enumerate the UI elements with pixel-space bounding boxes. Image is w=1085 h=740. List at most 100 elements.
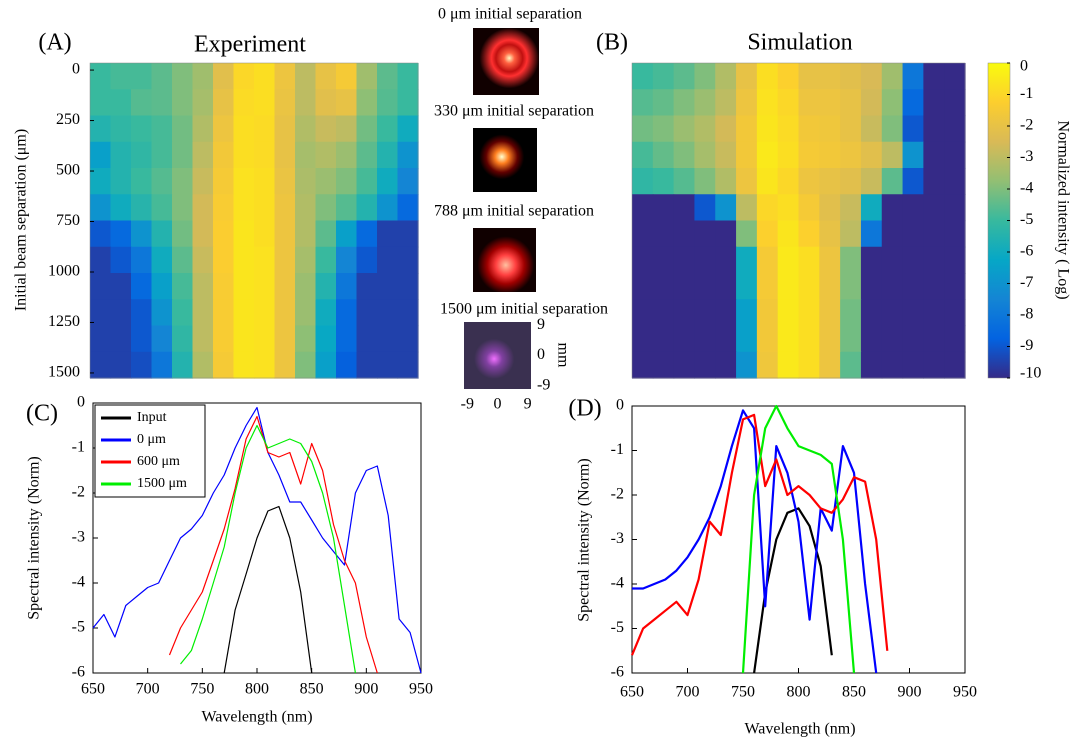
heatmap-cell [213,194,235,222]
heatmap-cell [110,141,132,169]
heatmap-cell [652,325,675,353]
heatmap-cell [860,141,883,169]
heatmap-cell [90,220,112,248]
colorbar-tick-label: -7 [1020,274,1033,291]
heatmap-cell [90,325,112,353]
heatmap-cell [254,325,276,353]
heatmap-cell [756,168,779,195]
chart-title: Simulation [747,30,852,56]
heatmap-cell [295,115,317,143]
heatmap-cell [819,115,841,143]
heatmap-cell [192,325,214,353]
heatmap-cell [151,168,173,195]
beam-caption: 788 μm initial separation [434,203,594,220]
heatmap-cell [377,351,399,379]
heatmap-cell [944,299,966,327]
heatmap-cell [756,299,779,327]
heatmap-cell [315,273,337,300]
series-line [632,409,878,674]
heatmap-cell [336,325,358,353]
heatmap-cell [254,246,276,274]
heatmap-cell [673,273,696,300]
heatmap-cell [315,141,337,169]
heatmap-cell [798,168,820,195]
heatmap-cell [151,141,173,169]
heatmap-cell [652,115,675,143]
heatmap-cell [110,63,132,90]
colorbar-tick-label: -1 [1020,85,1033,102]
heatmap-cell [673,351,696,379]
heatmap-cell [902,194,924,222]
heatmap-cell [756,246,779,274]
heatmap-cell [315,115,337,143]
heatmap-cell [377,273,399,300]
heatmap-cell [295,141,317,169]
y-tick-label: -6 [72,664,85,681]
heatmap-cell [944,246,966,274]
heatmap-cell [715,141,737,169]
heatmap-cell [213,220,235,248]
heatmap-cell [336,115,358,143]
heatmap-cell [860,89,883,117]
heatmap-cell [377,220,399,248]
heatmap-cell [944,89,966,117]
heatmap-cell [819,273,841,300]
heatmap-cell [356,141,378,169]
heatmap-cell [944,194,966,222]
heatmap-cell [944,63,966,90]
heatmap-cell [274,194,296,222]
series-line [168,415,378,674]
heatmap-cell [172,351,194,379]
heatmap-cell [131,168,153,195]
heatmap-cell [902,220,924,248]
heatmap-cell [777,273,800,300]
heatmap-cell [110,220,132,248]
heatmap-cell [923,299,945,327]
heatmap-cell [694,273,716,300]
heatmap-cell [356,115,378,143]
heatmap-cell [736,246,758,274]
heatmap-cell [819,325,841,353]
panel-label: (D) [568,396,601,422]
y-tick-label: -3 [611,530,624,547]
heatmap-cell [777,141,800,169]
heatmap-cell [90,63,112,90]
heatmap-cell [233,273,255,300]
heatmap-cell [673,63,696,90]
heatmap-cell [923,220,945,248]
heatmap-cell [213,299,235,327]
heatmap-cell [295,299,317,327]
heatmap-cell [213,168,235,195]
heatmap-cell [90,194,112,222]
x-tick-label: 950 [953,684,977,701]
y-tick-label: -1 [72,439,85,456]
heatmap-cell [90,115,112,143]
heatmap-cell [902,89,924,117]
heatmap-cell [192,89,214,117]
heatmap-cell [798,220,820,248]
heatmap-cell [397,220,419,248]
heatmap-cell [944,141,966,169]
heatmap-cell [131,141,153,169]
colorbar-tick-label: -3 [1020,148,1033,165]
heatmap-cell [923,168,945,195]
heatmap-cell [881,141,904,169]
y-tick-label: 500 [56,162,80,179]
heatmap-cell [632,89,654,117]
y-tick-label: 0 [72,61,80,78]
heatmap-cell [840,325,862,353]
heatmap-cell [172,63,194,90]
heatmap-cell [151,299,173,327]
heatmap-cell [736,299,758,327]
heatmap-cell [756,63,779,90]
heatmap-cell [377,89,399,117]
heatmap-cell [192,273,214,300]
heatmap-cell [798,63,820,90]
heatmap-cell [923,115,945,143]
heatmap-cell [923,141,945,169]
legend-label: 1500 μm [137,476,187,491]
heatmap-cell [110,246,132,274]
heatmap-cell [902,63,924,90]
heatmap-cell [315,194,337,222]
heatmap-cell [777,325,800,353]
